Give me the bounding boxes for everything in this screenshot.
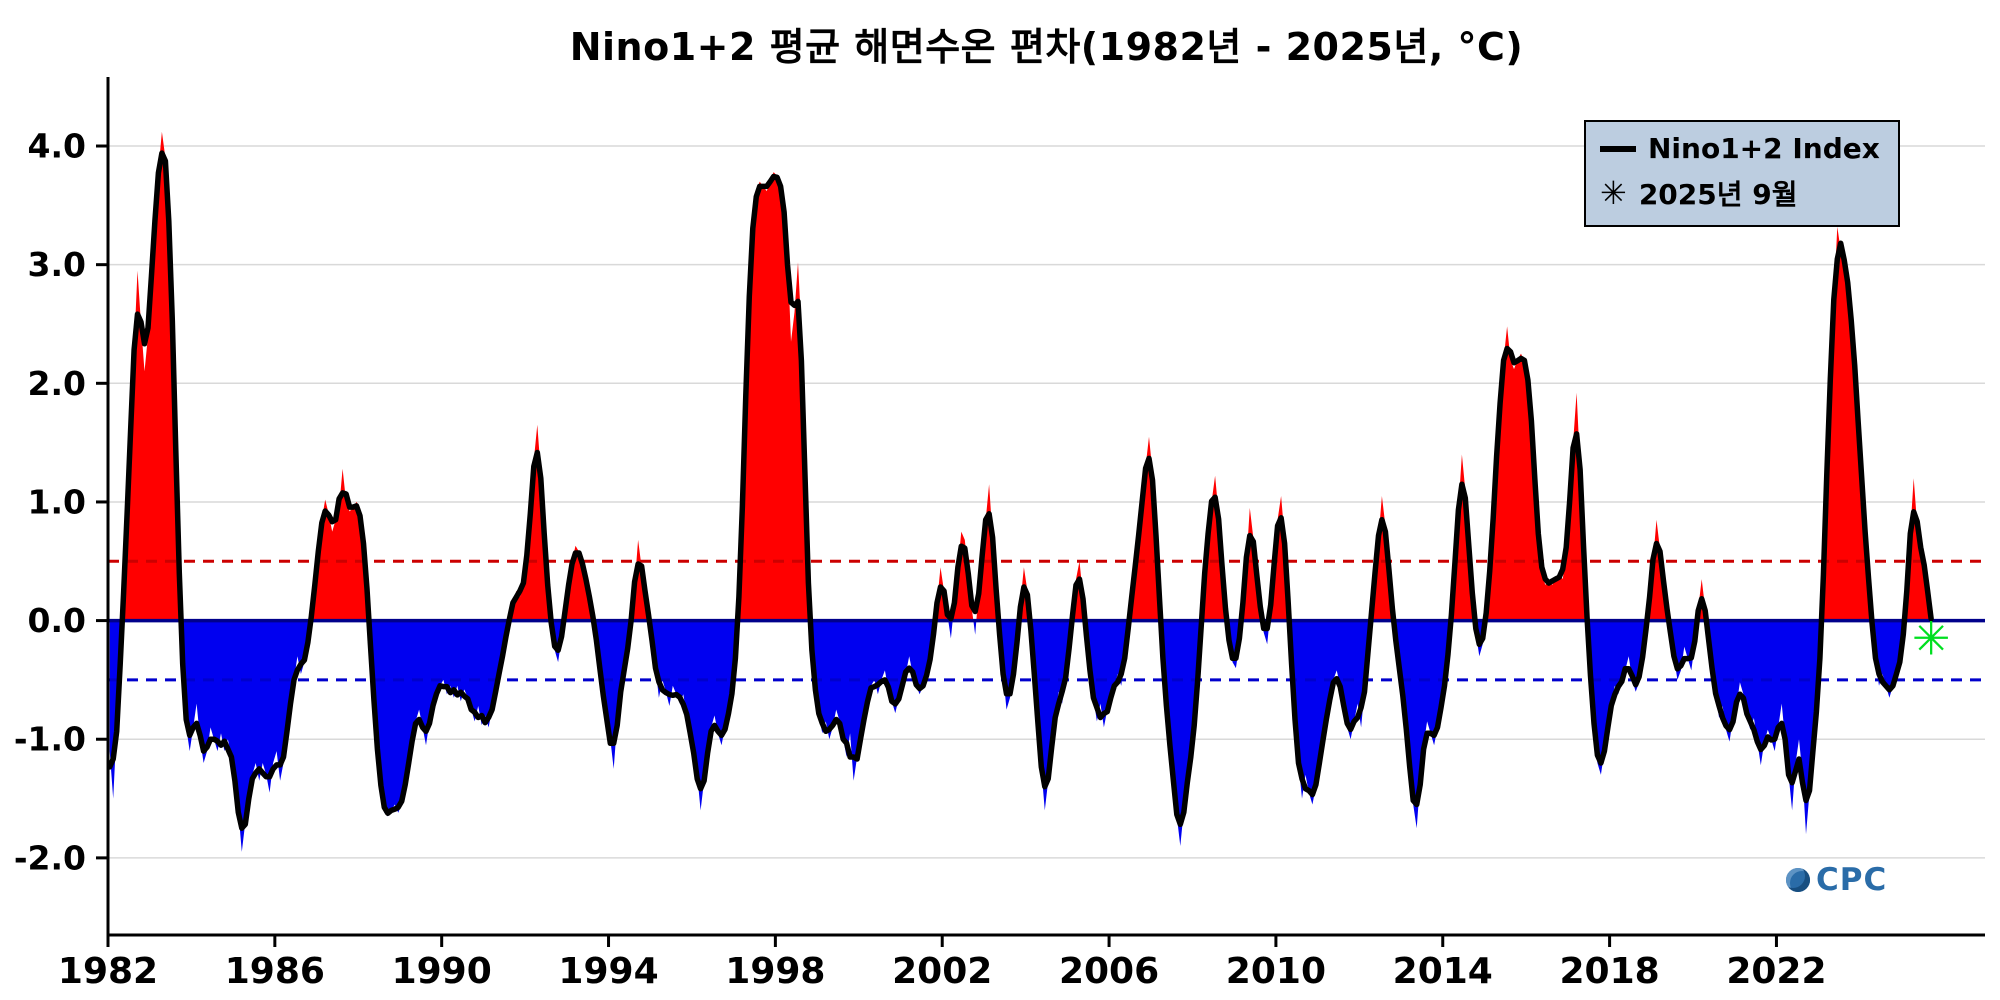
x-tick-label: 1994 <box>558 951 658 992</box>
x-tick-label: 2022 <box>1726 951 1826 992</box>
y-tick-label: 3.0 <box>28 245 86 284</box>
cpc-logo: CPC <box>1786 862 1887 898</box>
legend-box: Nino1+2 Index ✳ 2025년 9월 <box>1584 120 1900 227</box>
latest-month-marker: ✳ <box>1912 611 1951 665</box>
y-tick-label: 1.0 <box>28 482 86 521</box>
x-tick-label: 2002 <box>892 951 992 992</box>
black-line-swatch-icon <box>1600 145 1636 152</box>
x-tick-label: 1998 <box>725 951 825 992</box>
legend-series-label: Nino1+2 Index <box>1648 132 1880 165</box>
x-tick-label: 1982 <box>58 951 158 992</box>
x-tick-label: 2006 <box>1059 951 1159 992</box>
y-tick-label: 2.0 <box>28 364 86 403</box>
legend-item-marker: ✳ 2025년 9월 <box>1600 173 1880 213</box>
legend-marker-label: 2025년 9월 <box>1638 178 1798 211</box>
y-tick-label: 0.0 <box>28 601 86 640</box>
x-tick-label: 2018 <box>1559 951 1659 992</box>
globe-icon <box>1786 868 1810 892</box>
legend-item-index: Nino1+2 Index <box>1600 132 1880 165</box>
y-tick-label: 4.0 <box>28 127 86 166</box>
x-tick-label: 2010 <box>1226 951 1326 992</box>
x-tick-label: 1986 <box>225 951 325 992</box>
cold-anomaly-area <box>109 620 1932 852</box>
y-tick-label: -1.0 <box>14 720 86 759</box>
chart-title: Nino1+2 평균 해면수온 편차(1982년 - 2025년, °C) <box>569 25 1524 69</box>
x-tick-label: 2014 <box>1393 951 1493 992</box>
cpc-logo-text: CPC <box>1816 862 1888 898</box>
green-asterisk-icon: ✳ <box>1600 174 1627 212</box>
y-tick-label: -2.0 <box>14 838 86 877</box>
x-tick-label: 1990 <box>392 951 492 992</box>
nino12-index-line <box>106 150 1934 831</box>
